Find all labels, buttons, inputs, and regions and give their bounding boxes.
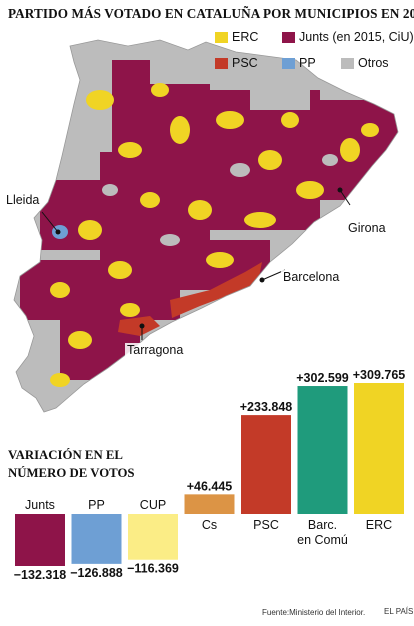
bar-cs [184,494,235,514]
city-label-lleida: Lleida [4,193,42,207]
city-label-tarragona: Tarragona [125,343,186,357]
value-label-psc: +233.848 [240,400,293,414]
legend-label: PSC [232,56,258,70]
legend-item-otros: Otros [341,56,389,70]
city-label-barcelona: Barcelona [281,270,342,284]
bar-cup [128,514,178,560]
legend-label: Junts (en 2015, CiU) [299,30,414,44]
chart-title: PARTIDO MÁS VOTADO EN CATALUÑA POR MUNIC… [8,6,414,21]
value-label-pp: −126.888 [70,566,123,580]
bar-chart-title-line1: VARIACIÓN EN EL [8,448,123,462]
category-label-junts: Junts [25,498,55,512]
category-label-barc-en-comu: Barc. en Comú [297,518,348,547]
bar-chart-title-line2: NÚMERO DE VOTOS [8,466,135,480]
legend-swatch [282,57,295,69]
value-label-cs: +46.445 [187,479,233,493]
bar-erc [354,383,404,514]
city-label-girona: Girona [346,221,388,235]
bar-junts [15,514,65,566]
legend-label: ERC [232,30,259,44]
value-label-erc: +309.765 [353,368,406,382]
bar-psc [241,415,291,514]
category-label-psc: PSC [253,518,279,532]
bar-pp [71,514,122,564]
legend-label: Otros [358,56,389,70]
legend-swatch [215,31,228,43]
legend-swatch [215,57,228,69]
legend-item-erc: ERC [215,30,258,44]
value-label-cup: −116.369 [127,562,179,576]
source-note: Fuente:Ministerio del Interior. [262,608,366,617]
value-label-junts: −132.318 [14,568,67,582]
category-label-cs: Cs [202,518,217,532]
legend-swatch [341,57,354,69]
bar-chart-title: VARIACIÓN EN EL NÚMERO DE VOTOS [8,446,178,482]
legend-swatch [282,31,295,43]
legend-label: PP [299,56,316,70]
category-label-erc: ERC [366,518,392,532]
bar-barc-en-comu [297,386,348,514]
brand-logo: EL PAÍS [384,607,414,616]
legend-item-junts: Junts (en 2015, CiU) [282,30,414,44]
map-legend: ERC Junts (en 2015, CiU) PSC PP Otros [215,30,414,74]
legend-item-psc: PSC [215,56,258,70]
value-label-barc-en-comu: +302.599 [296,371,349,385]
category-label-cup: CUP [140,498,166,512]
legend-item-pp: PP [282,56,316,70]
category-label-pp: PP [88,498,105,512]
